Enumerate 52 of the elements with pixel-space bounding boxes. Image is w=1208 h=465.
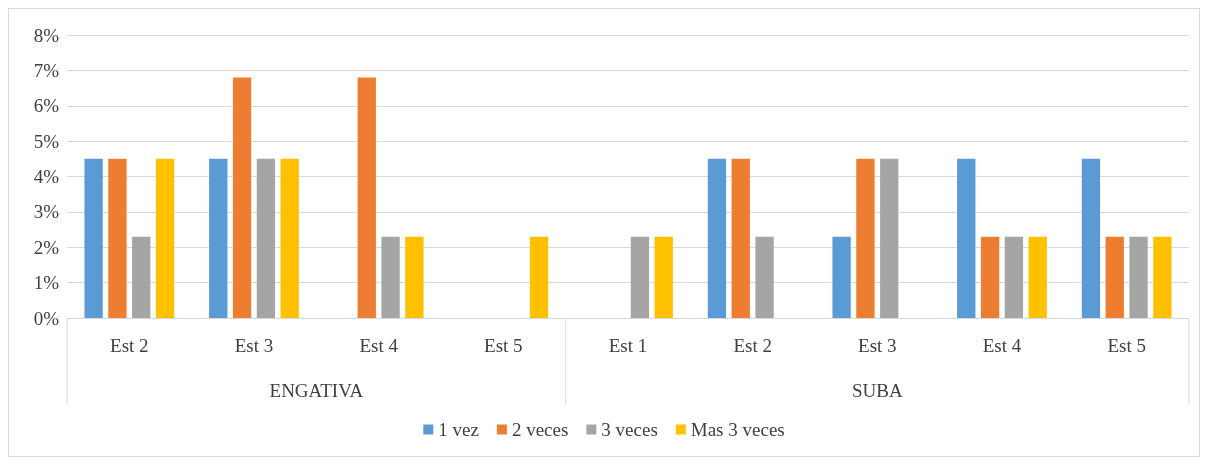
legend-label: 2 veces xyxy=(511,419,569,440)
x-tick-label: Est 2 xyxy=(733,335,772,356)
x-tick-label: Est 1 xyxy=(608,335,648,356)
x-tick-label: Est 2 xyxy=(110,335,149,356)
y-tick-label: 7% xyxy=(33,59,60,81)
bar xyxy=(529,236,549,318)
bar xyxy=(957,158,976,318)
bar xyxy=(630,236,650,318)
legend-label: 3 veces xyxy=(601,419,658,440)
y-tick-label: 2% xyxy=(33,236,60,258)
bar xyxy=(84,158,103,318)
bar xyxy=(357,77,376,318)
bar xyxy=(832,236,851,318)
bar xyxy=(731,158,750,318)
x-tick-label: Est 3 xyxy=(234,335,274,356)
bar xyxy=(980,236,1000,318)
x-tick-label: Est 3 xyxy=(858,335,897,356)
bar xyxy=(256,158,276,318)
bar xyxy=(755,236,774,318)
x-tick-label: Est 5 xyxy=(484,335,523,356)
bar xyxy=(209,158,228,318)
text: ENGATIVA xyxy=(269,379,364,401)
y-tick-label: 0% xyxy=(33,307,60,329)
legend-label: Mas 3 veces xyxy=(690,419,785,440)
bar xyxy=(1081,158,1101,318)
bar xyxy=(1105,236,1124,318)
bar xyxy=(1129,236,1148,318)
bar xyxy=(880,158,899,318)
y-tick-label: 6% xyxy=(33,95,60,117)
legend-label: 1 vez xyxy=(438,419,479,440)
bar xyxy=(856,158,875,318)
bar xyxy=(1004,236,1024,318)
bar xyxy=(1153,236,1172,318)
text: SUBA xyxy=(851,379,903,401)
y-tick-label: 1% xyxy=(33,272,60,294)
bar xyxy=(108,158,127,318)
bar xyxy=(155,158,175,318)
bar xyxy=(405,236,424,318)
y-tick-label: 8% xyxy=(33,24,60,46)
bar xyxy=(280,158,299,318)
bar xyxy=(707,158,727,318)
x-tick-label: Est 4 xyxy=(982,335,1022,356)
bar xyxy=(1028,236,1047,318)
y-tick-label: 4% xyxy=(33,166,60,187)
bar xyxy=(381,236,400,318)
bar xyxy=(654,236,673,318)
y-tick-label: 3% xyxy=(33,201,60,223)
x-tick-label: Est 4 xyxy=(359,335,399,356)
y-tick-label: 5% xyxy=(33,130,60,152)
bar xyxy=(132,236,151,318)
x-tick-label: Est 5 xyxy=(1107,335,1146,356)
bar xyxy=(232,77,252,318)
